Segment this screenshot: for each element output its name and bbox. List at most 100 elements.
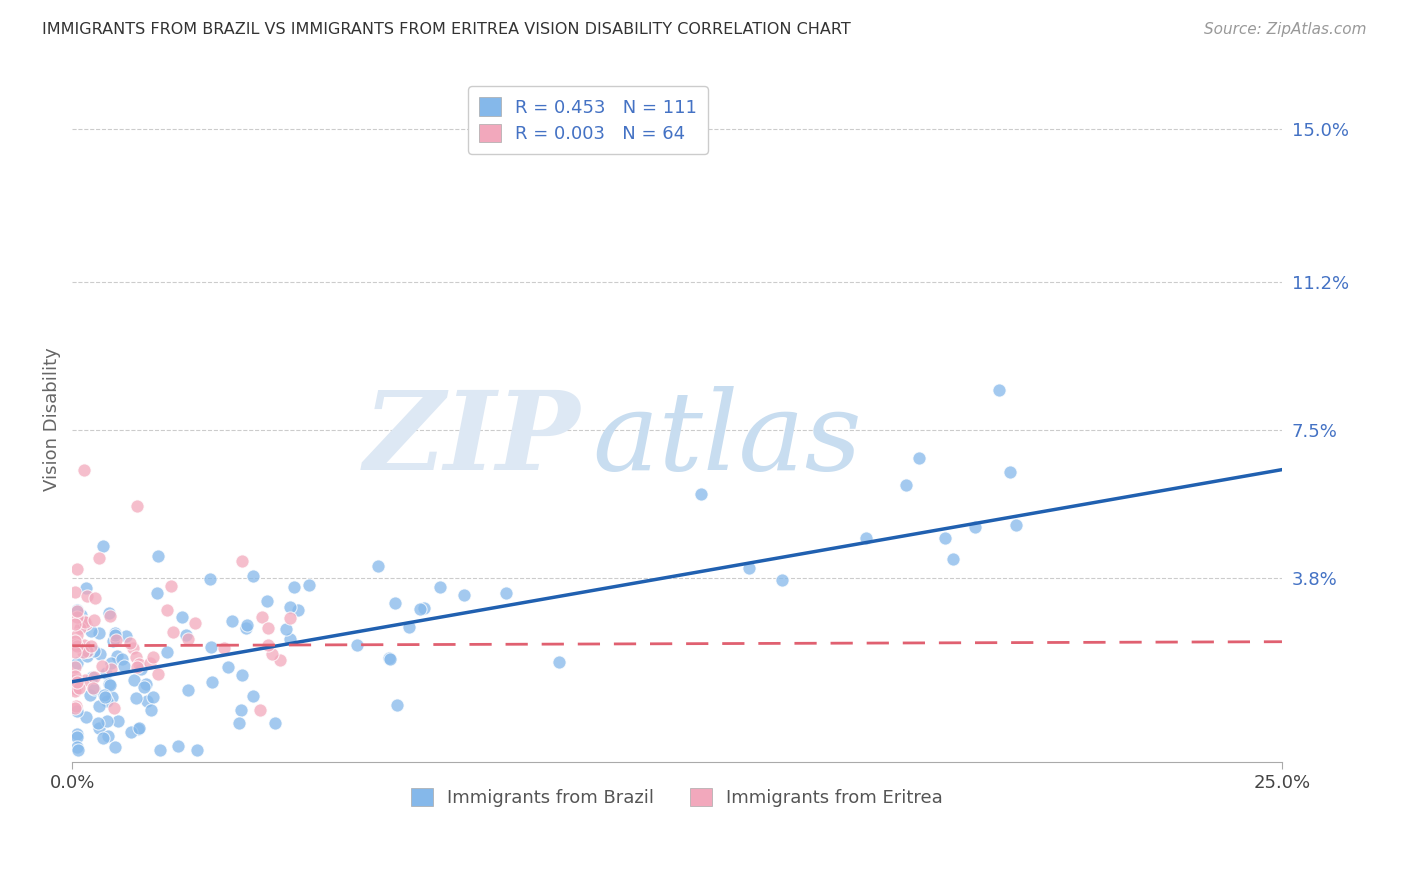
Point bbox=[63, 585, 86, 599]
Point bbox=[162, 624, 184, 639]
Point bbox=[66, 656, 89, 670]
Point bbox=[170, 610, 193, 624]
Point bbox=[346, 638, 368, 652]
Point bbox=[125, 690, 148, 705]
Point bbox=[256, 621, 278, 635]
Point bbox=[87, 625, 110, 640]
Point bbox=[66, 605, 89, 619]
Point bbox=[131, 662, 153, 676]
Point bbox=[894, 478, 917, 492]
Point bbox=[236, 617, 259, 632]
Point bbox=[280, 632, 302, 646]
Point bbox=[738, 561, 761, 575]
Point bbox=[260, 648, 283, 662]
Point bbox=[120, 725, 142, 739]
Legend: Immigrants from Brazil, Immigrants from Eritrea: Immigrants from Brazil, Immigrants from … bbox=[404, 780, 950, 814]
Point bbox=[127, 499, 149, 513]
Point bbox=[146, 586, 169, 600]
Point bbox=[278, 611, 301, 625]
Point bbox=[146, 549, 169, 563]
Text: atlas: atlas bbox=[592, 386, 862, 494]
Point bbox=[91, 659, 114, 673]
Point bbox=[127, 660, 149, 674]
Point bbox=[495, 585, 517, 599]
Point bbox=[142, 690, 165, 704]
Point bbox=[274, 622, 297, 636]
Point bbox=[453, 588, 475, 602]
Point bbox=[242, 568, 264, 582]
Point bbox=[63, 616, 86, 631]
Point bbox=[63, 634, 86, 648]
Point bbox=[76, 648, 98, 663]
Point bbox=[65, 683, 87, 698]
Point bbox=[149, 743, 172, 757]
Point bbox=[79, 688, 101, 702]
Point bbox=[998, 465, 1021, 479]
Point bbox=[66, 627, 89, 641]
Point bbox=[67, 681, 90, 695]
Point bbox=[148, 666, 170, 681]
Point bbox=[73, 638, 96, 652]
Point bbox=[69, 608, 91, 623]
Point bbox=[66, 603, 89, 617]
Point bbox=[83, 614, 105, 628]
Point bbox=[66, 675, 89, 690]
Point bbox=[287, 603, 309, 617]
Point bbox=[167, 739, 190, 754]
Point bbox=[101, 634, 124, 648]
Point bbox=[89, 721, 111, 735]
Point bbox=[66, 731, 89, 745]
Point bbox=[75, 581, 97, 595]
Point bbox=[75, 615, 97, 629]
Point bbox=[385, 698, 408, 712]
Point bbox=[98, 607, 121, 621]
Point bbox=[770, 573, 793, 587]
Point bbox=[367, 559, 389, 574]
Point bbox=[103, 701, 125, 715]
Point bbox=[100, 657, 122, 671]
Point bbox=[217, 660, 239, 674]
Point bbox=[200, 640, 222, 654]
Text: Source: ZipAtlas.com: Source: ZipAtlas.com bbox=[1204, 22, 1367, 37]
Point bbox=[100, 608, 122, 623]
Point bbox=[235, 621, 257, 635]
Point bbox=[104, 625, 127, 640]
Point bbox=[65, 699, 87, 714]
Point bbox=[409, 602, 432, 616]
Point bbox=[177, 632, 200, 646]
Point bbox=[76, 643, 98, 657]
Point bbox=[73, 614, 96, 628]
Point bbox=[231, 554, 253, 568]
Point bbox=[377, 651, 399, 665]
Point bbox=[398, 620, 420, 634]
Point bbox=[249, 703, 271, 717]
Point bbox=[142, 649, 165, 664]
Point bbox=[384, 596, 406, 610]
Point bbox=[128, 657, 150, 671]
Point bbox=[83, 682, 105, 697]
Point bbox=[76, 589, 98, 603]
Point bbox=[107, 714, 129, 728]
Point bbox=[201, 675, 224, 690]
Point bbox=[412, 600, 434, 615]
Point bbox=[283, 581, 305, 595]
Point bbox=[89, 647, 111, 661]
Point bbox=[75, 709, 97, 723]
Point bbox=[104, 739, 127, 754]
Point bbox=[75, 617, 97, 632]
Point bbox=[73, 618, 96, 632]
Point bbox=[63, 645, 86, 659]
Point bbox=[93, 688, 115, 702]
Point bbox=[160, 578, 183, 592]
Point bbox=[139, 656, 162, 670]
Point bbox=[264, 716, 287, 731]
Point bbox=[100, 662, 122, 676]
Point bbox=[221, 615, 243, 629]
Text: IMMIGRANTS FROM BRAZIL VS IMMIGRANTS FROM ERITREA VISION DISABILITY CORRELATION : IMMIGRANTS FROM BRAZIL VS IMMIGRANTS FRO… bbox=[42, 22, 851, 37]
Point bbox=[104, 628, 127, 642]
Point bbox=[104, 632, 127, 647]
Point bbox=[91, 539, 114, 553]
Point bbox=[73, 462, 96, 476]
Point bbox=[963, 519, 986, 533]
Point bbox=[183, 615, 205, 630]
